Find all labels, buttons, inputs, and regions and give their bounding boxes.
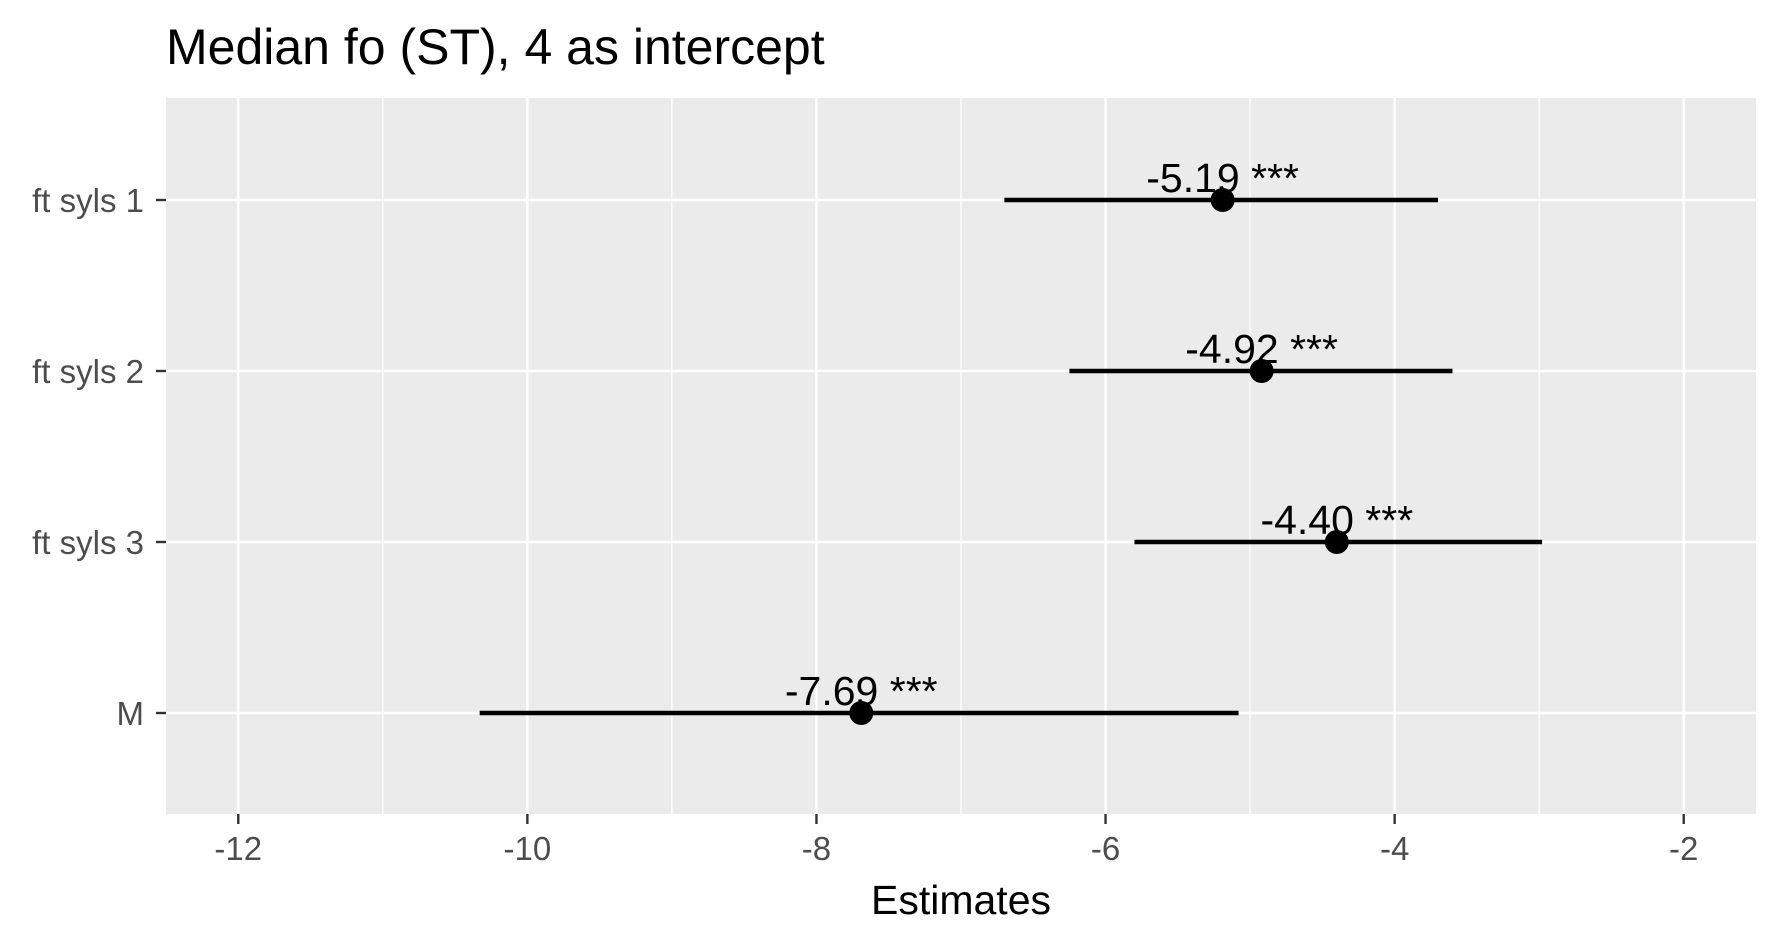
estimate-point <box>849 701 874 725</box>
x-axis: -12 -10 -8 -6 -4 -2 <box>214 814 1698 867</box>
estimate-label: -5.19 *** <box>1146 155 1299 201</box>
x-tick-label: -4 <box>1380 830 1409 867</box>
x-tick-label: -6 <box>1091 830 1120 867</box>
y-tick-label: ft syls 1 <box>32 182 144 219</box>
estimate-point <box>1249 359 1274 383</box>
x-tick-label: -2 <box>1669 830 1698 867</box>
chart-title: Median fo (ST), 4 as intercept <box>166 19 825 75</box>
x-tick-label: -10 <box>504 830 552 867</box>
x-tick-label: -12 <box>214 830 262 867</box>
estimate-label: -7.69 *** <box>785 668 938 714</box>
estimate-point <box>1324 530 1349 554</box>
minor-gridlines <box>382 98 1540 814</box>
x-axis-title: Estimates <box>871 877 1051 923</box>
y-axis: ft syls 1 ft syls 2 ft syls 3 M <box>32 182 166 732</box>
estimate-point <box>1210 188 1235 212</box>
estimate-label: -4.92 *** <box>1185 326 1338 372</box>
estimate-label: -4.40 *** <box>1260 497 1413 543</box>
y-tick-label: ft syls 2 <box>32 353 144 390</box>
estimate-marks: -5.19 *** -4.92 *** -4.40 *** -7.69 *** <box>479 155 1543 725</box>
y-tick-label: M <box>117 695 145 732</box>
x-tick-label: -8 <box>802 830 831 867</box>
y-tick-label: ft syls 3 <box>32 524 144 561</box>
